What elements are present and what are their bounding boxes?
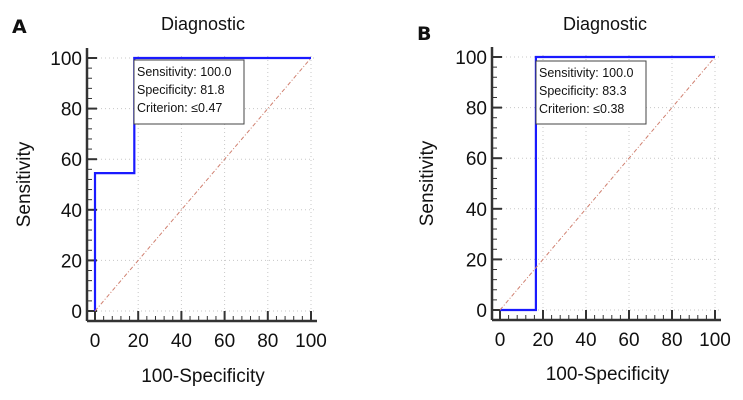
annotation-text: Criterion: ≤0.47 [137,101,222,115]
x-tick-label: 80 [661,330,682,351]
chart-panel-b: B Diagnostic 0 20 40 60 80 100 0 20 40 60 80 100 100-S… [417,14,731,385]
annotation-text: Criterion: ≤0.38 [539,102,624,116]
annotation-box [133,59,245,125]
y-tick-label: 80 [466,99,487,120]
roc-curve [500,55,715,312]
y-tick-label: 60 [61,150,82,171]
y-tick-label: 20 [466,250,487,271]
x-tick-label: 60 [618,330,639,351]
x-tick-label: 0 [90,331,101,352]
x-tick-label: 100 [699,330,731,351]
x-tick-label: 0 [495,330,506,351]
roc-curve [93,56,311,311]
chart-panel-a: A Diagnostic 0 20 40 60 80 100 0 20 40 60 80 100 100-S… [12,14,327,387]
x-tick-label: 80 [257,331,278,352]
x-tick-label: 20 [532,330,553,351]
reference-line [499,56,716,311]
x-tick-label: 20 [128,331,149,352]
x-axis-label: 100-Specificity [546,364,670,385]
y-tick-label: 100 [455,48,487,69]
reference-line [94,57,312,312]
panel-label: A [12,16,27,38]
y-axis-label: Sensitivity [417,140,438,226]
chart-title: Diagnostic [563,14,647,34]
annotation-text: Sensitivity: 100.0 [137,65,232,79]
annotation-text: Sensitivity: 100.0 [539,66,634,80]
x-axis-label: 100-Specificity [141,366,265,387]
x-tick-label: 60 [214,331,235,352]
y-tick-label: 60 [466,149,487,170]
y-axis-label: Sensitivity [14,141,35,227]
x-tick-label: 100 [295,331,327,352]
annotation-box [535,60,647,125]
y-tick-label: 40 [61,201,82,222]
annotation-text: Specificity: 81.8 [137,83,225,97]
chart-title: Diagnostic [161,14,245,34]
annotation-text: Specificity: 83.3 [539,84,627,98]
x-tick-label: 40 [171,331,192,352]
y-tick-label: 80 [61,100,82,121]
y-tick-label: 0 [71,302,82,323]
y-tick-label: 20 [61,251,82,272]
y-tick-label: 0 [476,301,487,322]
y-tick-label: 100 [50,49,82,70]
y-tick-label: 40 [466,200,487,221]
x-tick-label: 40 [575,330,596,351]
panel-label: B [417,23,431,45]
